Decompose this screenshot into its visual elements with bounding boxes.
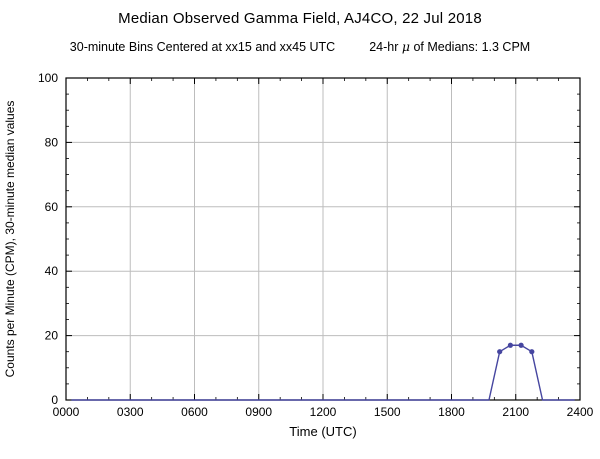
y-axis-label: Counts per Minute (CPM), 30-minute media… xyxy=(3,101,17,378)
svg-text:1200: 1200 xyxy=(310,405,337,419)
svg-text:60: 60 xyxy=(45,200,59,214)
svg-text:0000: 0000 xyxy=(53,405,80,419)
svg-text:0600: 0600 xyxy=(181,405,208,419)
svg-text:2400: 2400 xyxy=(567,405,594,419)
gamma-line-plot: 0000 0300 0600 0900 1200 1500 1800 2100 2400 0 20 4… xyxy=(3,71,594,439)
svg-text:40: 40 xyxy=(45,264,59,278)
svg-text:80: 80 xyxy=(45,135,59,149)
svg-text:1500: 1500 xyxy=(374,405,401,419)
x-axis-label: Time (UTC) xyxy=(289,424,356,439)
data-point-marker xyxy=(518,342,524,348)
mu-symbol: μ xyxy=(401,39,410,54)
svg-text:0900: 0900 xyxy=(245,405,272,419)
subtitle-mean-prefix: 24-hr xyxy=(369,40,402,54)
data-point-marker xyxy=(529,349,535,355)
svg-text:100: 100 xyxy=(38,71,58,85)
subtitle-bins-text: 30-minute Bins Centered at xx15 and xx45… xyxy=(69,40,336,54)
svg-text:20: 20 xyxy=(45,329,59,343)
subtitle-mean-suffix: of Medians: 1.3 CPM xyxy=(410,40,531,54)
svg-text:0: 0 xyxy=(51,393,58,407)
chart-title: Median Observed Gamma Field, AJ4CO, 22 J… xyxy=(118,10,482,27)
chart-subtitle: 30-minute Bins Centered at xx15 and xx45… xyxy=(0,39,600,54)
svg-text:0300: 0300 xyxy=(117,405,144,419)
data-point-marker xyxy=(497,349,503,355)
svg-text:2100: 2100 xyxy=(502,405,529,419)
data-point-marker xyxy=(507,342,513,348)
svg-text:1800: 1800 xyxy=(438,405,465,419)
median-cpm-line xyxy=(71,344,575,401)
